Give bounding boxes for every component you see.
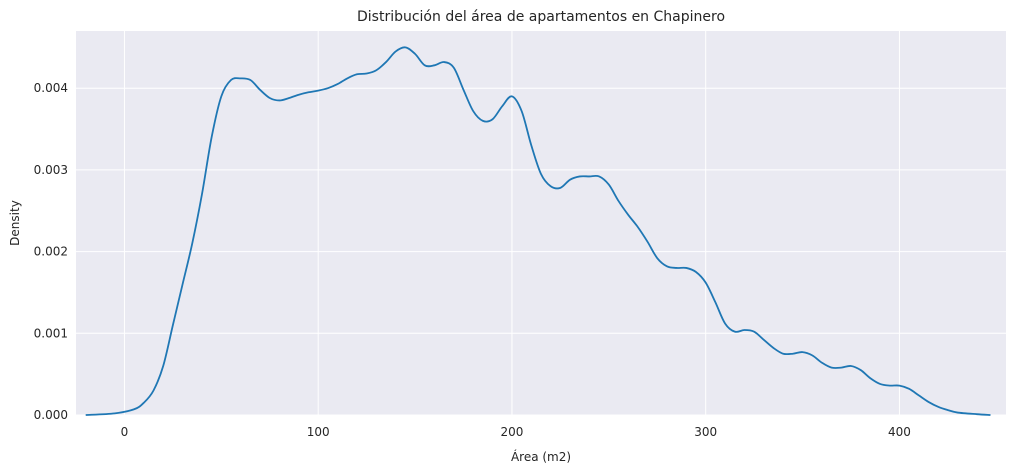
x-tick-label-1: 100	[307, 425, 330, 439]
grid-lines	[76, 31, 1006, 416]
x-tick-label-4: 400	[888, 425, 911, 439]
y-tick-label-1: 0.001	[34, 326, 68, 340]
x-tick-label-0: 0	[121, 425, 129, 439]
x-tick-label-2: 200	[500, 425, 523, 439]
y-axis-label: Density	[8, 200, 22, 246]
x-tick-label-3: 300	[694, 425, 717, 439]
plot-area	[76, 31, 1006, 415]
chart-title: Distribución del área de apartamentos en…	[357, 9, 725, 25]
y-tick-label-4: 0.004	[34, 81, 68, 95]
y-tick-label-0: 0.000	[34, 408, 68, 422]
y-tick-label-3: 0.003	[34, 163, 68, 177]
x-axis-label: Área (m2)	[511, 449, 571, 464]
x-tick-labels: 0 100 200 300 400	[121, 425, 911, 439]
density-curve	[85, 46, 991, 416]
density-line-0	[85, 46, 991, 416]
y-tick-labels: 0.000 0.001 0.002 0.003 0.004	[34, 81, 68, 422]
y-tick-label-2: 0.002	[34, 245, 68, 259]
